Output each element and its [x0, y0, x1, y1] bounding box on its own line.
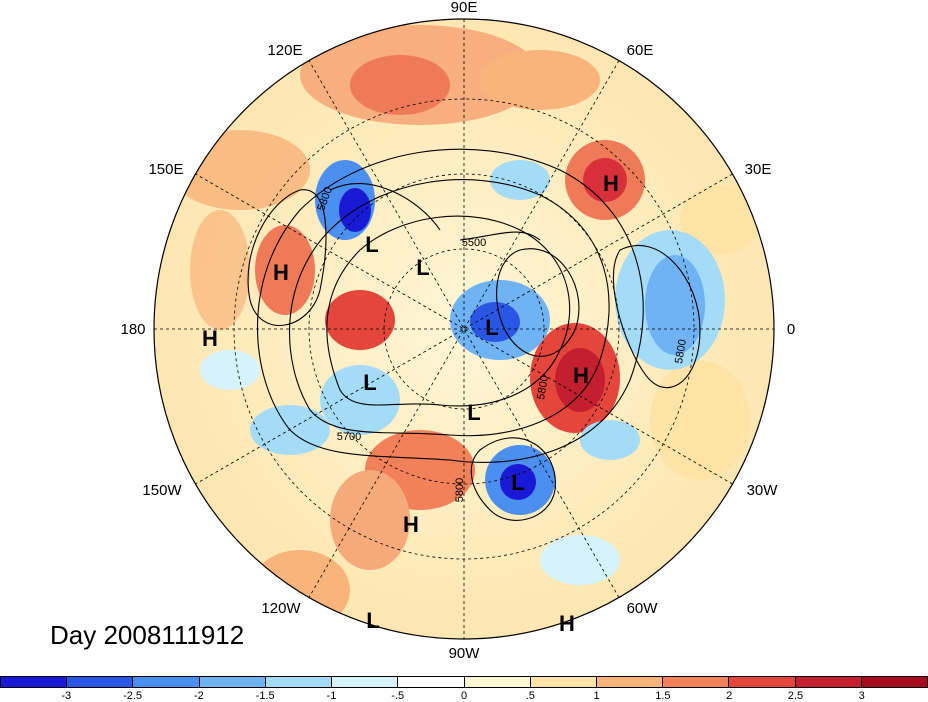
low-pressure-center: L [365, 232, 378, 257]
colorbar-swatch [795, 677, 862, 687]
colorbar-tick-label: -.5 [391, 690, 405, 702]
longitude-labels: 90E 60E 30E 0 30W 60W 90W 120W 150W 180 … [120, 0, 795, 662]
colorbar-tick-label: -2 [193, 690, 204, 702]
lon-label-30w: 30W [747, 482, 779, 499]
low-pressure-center: L [363, 370, 376, 395]
high-pressure-center: H [603, 171, 619, 196]
lon-label-30e: 30E [745, 161, 772, 178]
lon-label-120w: 120W [261, 600, 301, 617]
lon-label-150w: 150W [142, 482, 182, 499]
low-pressure-center: L [416, 255, 429, 280]
contour-label: 5800 [535, 374, 551, 400]
lon-label-120e: 120E [267, 42, 302, 59]
map-border [153, 18, 775, 640]
colorbar-tick-label: -1 [326, 690, 337, 702]
high-pressure-center: H [202, 326, 218, 351]
colorbar-tick-label: 2 [726, 690, 733, 702]
colorbar-tick-label: 2.5 [787, 690, 804, 702]
contour-label: 5700 [337, 431, 361, 443]
colorbar-swatches [0, 676, 928, 688]
polar-stereographic-map: 90E 60E 30E 0 30W 60W 90W 120W 150W 180 … [120, 0, 795, 662]
lon-label-90w: 90W [449, 645, 481, 662]
colorbar-swatch [861, 677, 928, 687]
low-pressure-center: L [485, 315, 498, 340]
colorbar-swatch [663, 677, 730, 687]
low-pressure-center: L [467, 400, 480, 425]
contour-label: 5500 [462, 237, 486, 249]
high-pressure-center: H [273, 260, 289, 285]
high-pressure-center: H [403, 512, 419, 537]
colorbar: -3 -2.5 -2 -1.5 -1 -.5 0 .5 1 1.5 2 2.5 3 [0, 676, 928, 702]
colorbar-tick-label: 3 [858, 690, 865, 702]
contour-label: 5800 [454, 478, 466, 502]
contour-label: 5800 [673, 338, 689, 364]
lon-label-0: 0 [787, 321, 795, 338]
low-pressure-center: L [366, 608, 379, 633]
colorbar-swatch [133, 677, 200, 687]
contour-labels: 5800 5500 5800 5800 5700 5800 [315, 185, 689, 502]
colorbar-swatch [1, 677, 68, 687]
lon-label-90e: 90E [451, 0, 478, 16]
low-pressure-center: L [511, 470, 524, 495]
high-pressure-center: H [559, 611, 575, 636]
graticule [154, 19, 774, 639]
colorbar-tick-label: 1 [593, 690, 600, 702]
colorbar-tick-label: 0 [460, 690, 468, 702]
colorbar-swatch [67, 677, 134, 687]
colorbar-swatch [199, 677, 266, 687]
colorbar-swatch [332, 677, 399, 687]
lon-label-60e: 60E [627, 42, 654, 59]
colorbar-swatch [265, 677, 333, 687]
colorbar-swatch [596, 677, 664, 687]
colorbar-tick-label: -2.5 [123, 690, 143, 702]
lon-label-60w: 60W [627, 600, 659, 617]
colorbar-swatch [530, 677, 597, 687]
lon-label-180: 180 [120, 321, 145, 338]
high-pressure-center: H [573, 363, 589, 388]
colorbar-tick-label: .5 [525, 690, 535, 702]
colorbar-swatch [729, 677, 796, 687]
colorbar-swatch [398, 677, 465, 687]
colorbar-swatch [464, 677, 531, 687]
colorbar-tick-label: -1.5 [255, 690, 275, 702]
date-title: Day 2008111912 [50, 620, 245, 650]
lon-label-150e: 150E [148, 161, 183, 178]
colorbar-tick-label: -3 [61, 690, 72, 702]
colorbar-tick-label: 1.5 [655, 690, 671, 702]
pressure-centers: H H H L L L L L H H L H L H [202, 171, 619, 636]
